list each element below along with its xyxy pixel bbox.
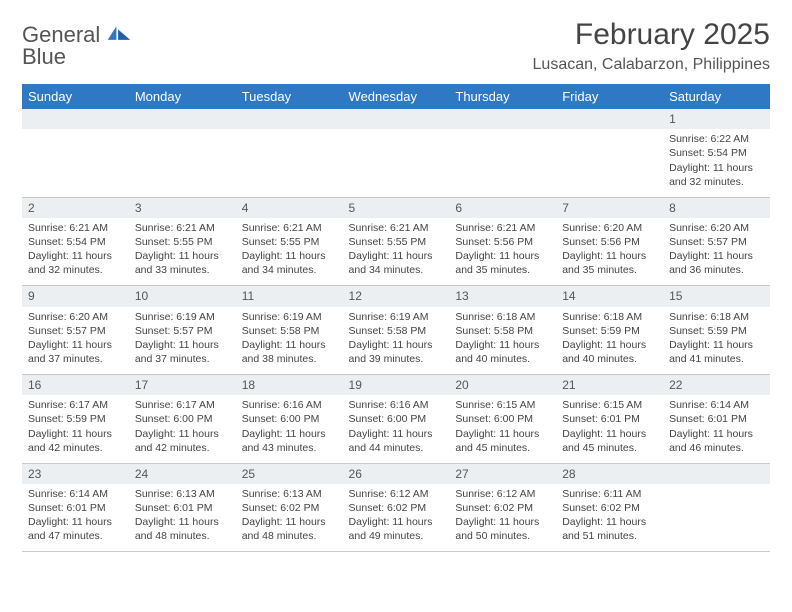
day-number: 26 <box>343 463 450 484</box>
day-number: 3 <box>129 197 236 218</box>
week-2-daynum-row: 9101112131415 <box>22 286 770 307</box>
day-content: Sunrise: 6:18 AM Sunset: 5:59 PM Dayligh… <box>663 307 770 375</box>
location-text: Lusacan, Calabarzon, Philippines <box>533 56 770 74</box>
day-number <box>663 463 770 484</box>
day-number: 9 <box>22 286 129 307</box>
day-header-saturday: Saturday <box>663 84 770 109</box>
day-content <box>236 129 343 197</box>
day-number: 27 <box>449 463 556 484</box>
week-3-daynum-row: 16171819202122 <box>22 375 770 396</box>
day-content: Sunrise: 6:12 AM Sunset: 6:02 PM Dayligh… <box>449 484 556 552</box>
day-number: 23 <box>22 463 129 484</box>
day-content: Sunrise: 6:18 AM Sunset: 5:59 PM Dayligh… <box>556 307 663 375</box>
day-content: Sunrise: 6:12 AM Sunset: 6:02 PM Dayligh… <box>343 484 450 552</box>
day-content: Sunrise: 6:22 AM Sunset: 5:54 PM Dayligh… <box>663 129 770 197</box>
day-number <box>556 109 663 129</box>
day-number: 12 <box>343 286 450 307</box>
week-1-daynum-row: 2345678 <box>22 197 770 218</box>
day-header-wednesday: Wednesday <box>343 84 450 109</box>
header: General Blue February 2025 Lusacan, Cala… <box>22 18 770 74</box>
day-header-sunday: Sunday <box>22 84 129 109</box>
day-number: 17 <box>129 375 236 396</box>
day-number: 22 <box>663 375 770 396</box>
day-header-friday: Friday <box>556 84 663 109</box>
day-number: 1 <box>663 109 770 129</box>
week-4-content-row: Sunrise: 6:14 AM Sunset: 6:01 PM Dayligh… <box>22 484 770 552</box>
day-number: 28 <box>556 463 663 484</box>
day-number: 20 <box>449 375 556 396</box>
day-number <box>22 109 129 129</box>
day-number: 4 <box>236 197 343 218</box>
day-number <box>236 109 343 129</box>
day-number: 16 <box>22 375 129 396</box>
day-number: 10 <box>129 286 236 307</box>
day-header-tuesday: Tuesday <box>236 84 343 109</box>
day-content: Sunrise: 6:16 AM Sunset: 6:00 PM Dayligh… <box>236 395 343 463</box>
title-block: February 2025 Lusacan, Calabarzon, Phili… <box>533 18 770 74</box>
calendar-head: SundayMondayTuesdayWednesdayThursdayFrid… <box>22 84 770 109</box>
page-title: February 2025 <box>533 18 770 52</box>
day-header-thursday: Thursday <box>449 84 556 109</box>
day-number: 5 <box>343 197 450 218</box>
day-content: Sunrise: 6:21 AM Sunset: 5:55 PM Dayligh… <box>129 218 236 286</box>
day-content: Sunrise: 6:17 AM Sunset: 5:59 PM Dayligh… <box>22 395 129 463</box>
day-number: 15 <box>663 286 770 307</box>
day-content <box>22 129 129 197</box>
day-content <box>343 129 450 197</box>
day-content <box>663 484 770 552</box>
day-content: Sunrise: 6:17 AM Sunset: 6:00 PM Dayligh… <box>129 395 236 463</box>
day-content: Sunrise: 6:19 AM Sunset: 5:58 PM Dayligh… <box>236 307 343 375</box>
week-0-content-row: Sunrise: 6:22 AM Sunset: 5:54 PM Dayligh… <box>22 129 770 197</box>
day-number: 25 <box>236 463 343 484</box>
day-header-monday: Monday <box>129 84 236 109</box>
week-3-content-row: Sunrise: 6:17 AM Sunset: 5:59 PM Dayligh… <box>22 395 770 463</box>
day-content: Sunrise: 6:18 AM Sunset: 5:58 PM Dayligh… <box>449 307 556 375</box>
day-number: 18 <box>236 375 343 396</box>
day-content: Sunrise: 6:19 AM Sunset: 5:58 PM Dayligh… <box>343 307 450 375</box>
day-number: 2 <box>22 197 129 218</box>
day-content: Sunrise: 6:19 AM Sunset: 5:57 PM Dayligh… <box>129 307 236 375</box>
sail-icon <box>106 24 132 42</box>
week-4-daynum-row: 232425262728 <box>22 463 770 484</box>
day-content: Sunrise: 6:14 AM Sunset: 6:01 PM Dayligh… <box>22 484 129 552</box>
day-content: Sunrise: 6:21 AM Sunset: 5:56 PM Dayligh… <box>449 218 556 286</box>
day-number: 8 <box>663 197 770 218</box>
week-1-content-row: Sunrise: 6:21 AM Sunset: 5:54 PM Dayligh… <box>22 218 770 286</box>
day-number <box>343 109 450 129</box>
day-number: 6 <box>449 197 556 218</box>
day-content: Sunrise: 6:21 AM Sunset: 5:55 PM Dayligh… <box>236 218 343 286</box>
day-number: 24 <box>129 463 236 484</box>
day-number: 7 <box>556 197 663 218</box>
day-number <box>129 109 236 129</box>
day-number: 19 <box>343 375 450 396</box>
day-content <box>556 129 663 197</box>
logo-text-block: General Blue <box>22 22 132 70</box>
logo: General Blue <box>22 22 132 70</box>
calendar-body: 1Sunrise: 6:22 AM Sunset: 5:54 PM Daylig… <box>22 109 770 552</box>
day-number: 13 <box>449 286 556 307</box>
day-content: Sunrise: 6:21 AM Sunset: 5:54 PM Dayligh… <box>22 218 129 286</box>
day-content <box>129 129 236 197</box>
day-content: Sunrise: 6:15 AM Sunset: 6:00 PM Dayligh… <box>449 395 556 463</box>
day-number: 14 <box>556 286 663 307</box>
day-content: Sunrise: 6:15 AM Sunset: 6:01 PM Dayligh… <box>556 395 663 463</box>
day-content: Sunrise: 6:13 AM Sunset: 6:02 PM Dayligh… <box>236 484 343 552</box>
day-content: Sunrise: 6:21 AM Sunset: 5:55 PM Dayligh… <box>343 218 450 286</box>
day-content: Sunrise: 6:20 AM Sunset: 5:57 PM Dayligh… <box>22 307 129 375</box>
day-content: Sunrise: 6:13 AM Sunset: 6:01 PM Dayligh… <box>129 484 236 552</box>
day-number: 11 <box>236 286 343 307</box>
day-content: Sunrise: 6:16 AM Sunset: 6:00 PM Dayligh… <box>343 395 450 463</box>
week-2-content-row: Sunrise: 6:20 AM Sunset: 5:57 PM Dayligh… <box>22 307 770 375</box>
day-number: 21 <box>556 375 663 396</box>
day-number <box>449 109 556 129</box>
day-content: Sunrise: 6:20 AM Sunset: 5:57 PM Dayligh… <box>663 218 770 286</box>
week-0-daynum-row: 1 <box>22 109 770 129</box>
calendar-table: SundayMondayTuesdayWednesdayThursdayFrid… <box>22 84 770 552</box>
day-content: Sunrise: 6:11 AM Sunset: 6:02 PM Dayligh… <box>556 484 663 552</box>
day-content <box>449 129 556 197</box>
day-content: Sunrise: 6:14 AM Sunset: 6:01 PM Dayligh… <box>663 395 770 463</box>
day-content: Sunrise: 6:20 AM Sunset: 5:56 PM Dayligh… <box>556 218 663 286</box>
